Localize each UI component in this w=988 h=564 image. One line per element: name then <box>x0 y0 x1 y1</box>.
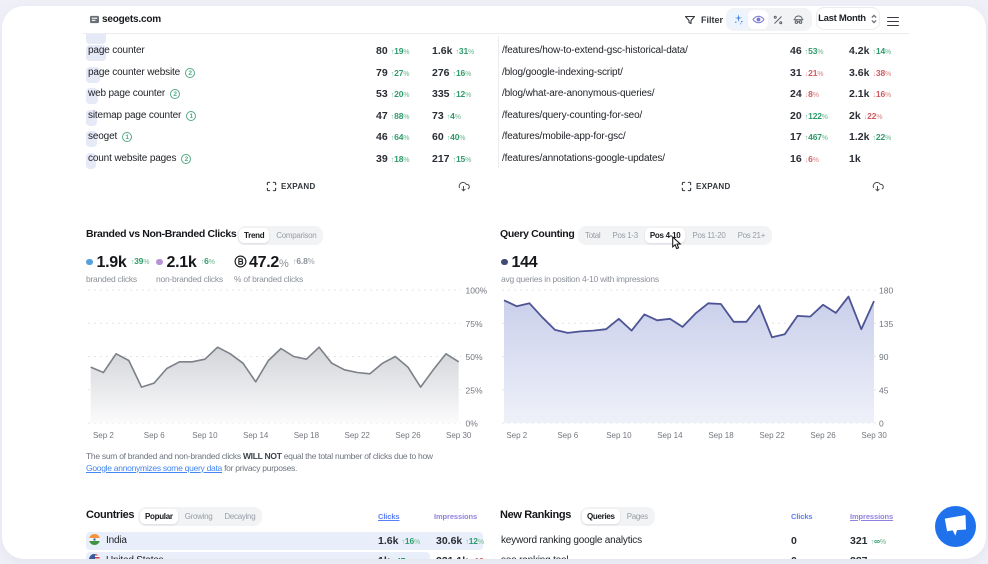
svg-text:Sep 18: Sep 18 <box>708 431 734 440</box>
svg-text:180: 180 <box>879 286 893 296</box>
svg-text:135: 135 <box>879 319 893 329</box>
svg-text:Sep 6: Sep 6 <box>557 431 578 440</box>
svg-text:Sep 10: Sep 10 <box>606 431 632 440</box>
svg-text:50%: 50% <box>466 352 483 362</box>
svg-text:0%: 0% <box>466 419 479 429</box>
svg-text:Sep 14: Sep 14 <box>657 431 683 440</box>
svg-text:Sep 2: Sep 2 <box>506 431 527 440</box>
svg-text:45: 45 <box>879 385 889 395</box>
svg-text:Sep 14: Sep 14 <box>243 431 269 440</box>
svg-text:Sep 22: Sep 22 <box>345 431 371 440</box>
svg-text:Sep 10: Sep 10 <box>192 431 218 440</box>
svg-text:Sep 18: Sep 18 <box>294 431 320 440</box>
svg-text:Sep 26: Sep 26 <box>810 431 836 440</box>
svg-text:Sep 6: Sep 6 <box>144 431 165 440</box>
svg-text:100%: 100% <box>466 286 488 296</box>
svg-text:25%: 25% <box>466 385 483 395</box>
svg-text:Sep 22: Sep 22 <box>759 431 785 440</box>
svg-text:Sep 30: Sep 30 <box>446 431 472 440</box>
svg-text:0: 0 <box>879 419 884 429</box>
svg-text:Sep 26: Sep 26 <box>395 431 421 440</box>
svg-text:75%: 75% <box>466 319 483 329</box>
svg-text:Sep 2: Sep 2 <box>93 431 114 440</box>
svg-text:90: 90 <box>879 352 889 362</box>
svg-text:Sep 30: Sep 30 <box>861 431 887 440</box>
